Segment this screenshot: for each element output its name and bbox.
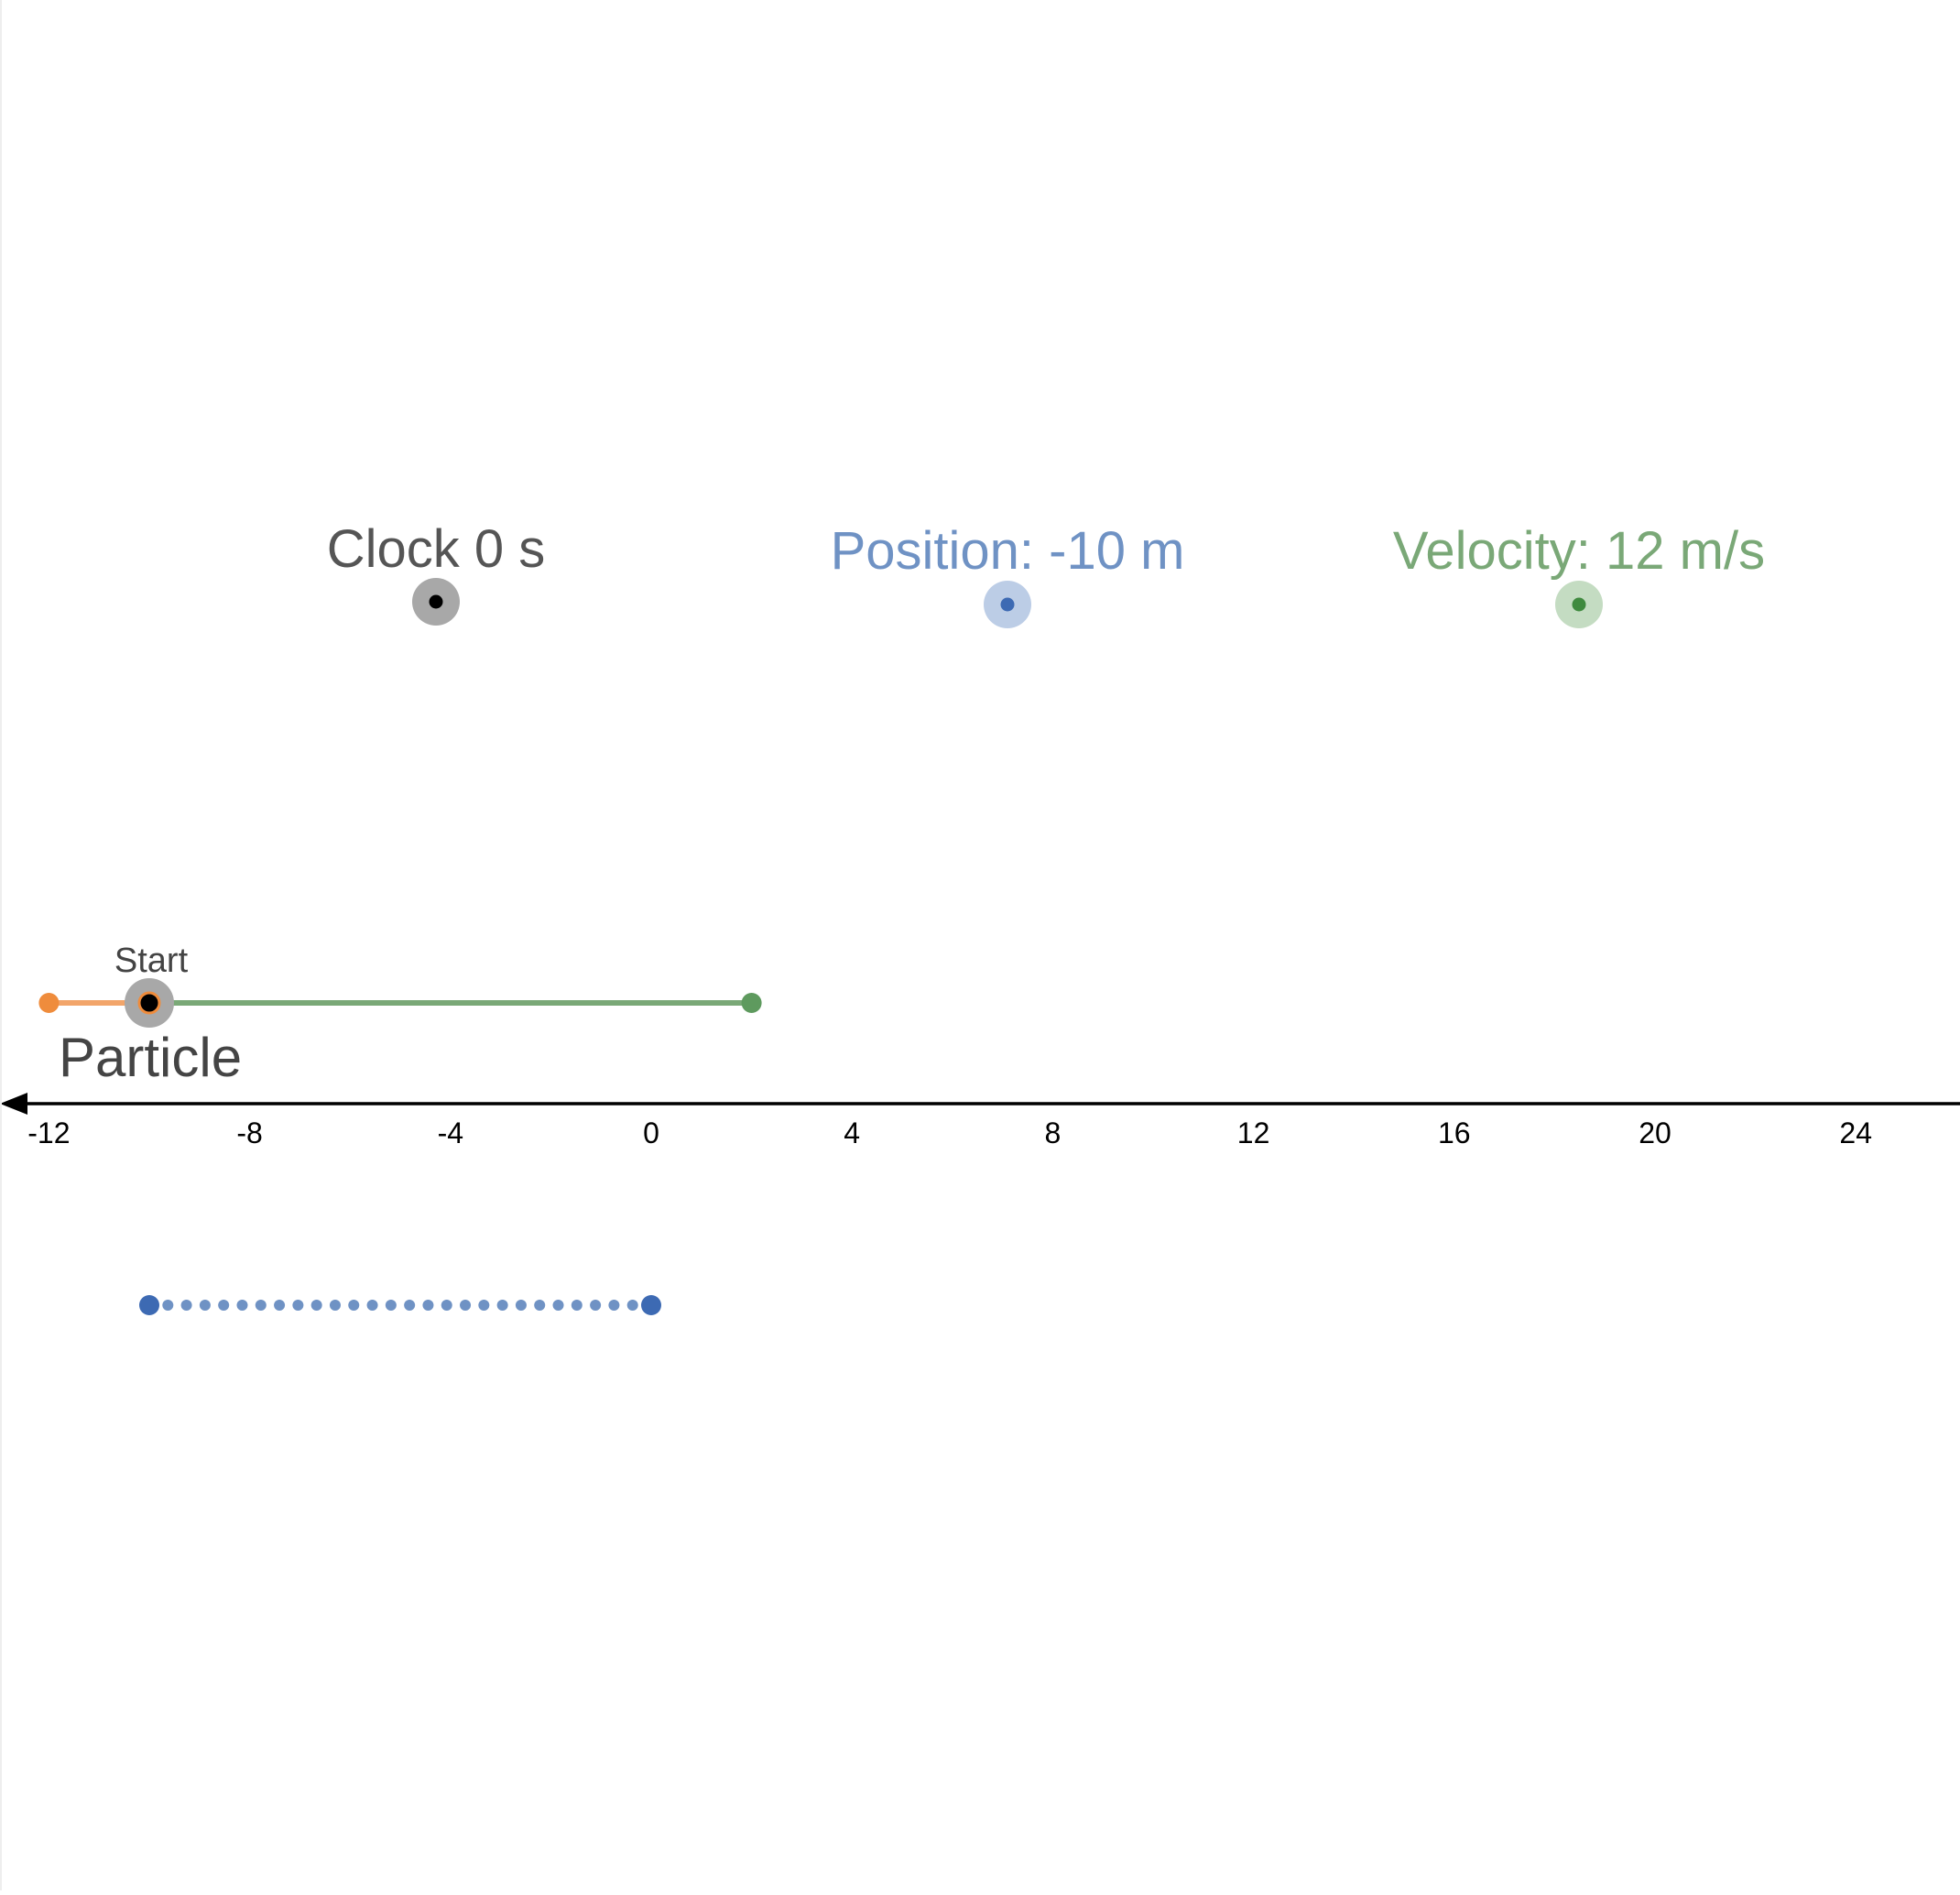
velocity-endpoint[interactable] bbox=[741, 993, 762, 1013]
trail-dot bbox=[180, 1300, 192, 1311]
number-line: -12 -8 -4 0 4 8 12 16 20 24 bbox=[0, 1093, 1960, 1149]
particle-row: Start Particle bbox=[38, 939, 762, 1091]
trail-dot bbox=[422, 1300, 434, 1311]
trail-dot bbox=[385, 1300, 397, 1311]
trail-dot bbox=[571, 1300, 583, 1311]
trail-endpoint[interactable] bbox=[641, 1295, 661, 1315]
trail-dot bbox=[496, 1300, 508, 1311]
axis-tick-label: -8 bbox=[236, 1116, 262, 1149]
trail-dot bbox=[274, 1300, 286, 1311]
trail-dot bbox=[162, 1300, 174, 1311]
trail-dot bbox=[255, 1300, 267, 1311]
position-label: Position: -10 m bbox=[831, 521, 1185, 581]
trail-dot bbox=[590, 1300, 602, 1311]
axis-tick-label: -12 bbox=[27, 1116, 70, 1149]
trail-dot bbox=[236, 1300, 248, 1311]
axis-tick-label: 12 bbox=[1237, 1116, 1270, 1149]
particle-label: Particle bbox=[59, 1027, 242, 1088]
start-handle-ring[interactable] bbox=[137, 991, 161, 1015]
trail-dot bbox=[404, 1300, 416, 1311]
trail-dot bbox=[348, 1300, 360, 1311]
axis-tick-label: 20 bbox=[1639, 1116, 1671, 1149]
axis-tick-label: 4 bbox=[844, 1116, 860, 1149]
velocity-readout[interactable]: Velocity: 12 m/s bbox=[1390, 518, 1768, 628]
position-handle-dot[interactable] bbox=[1000, 597, 1015, 612]
trail-dot bbox=[329, 1300, 341, 1311]
trail-dot bbox=[366, 1300, 378, 1311]
trail-dot bbox=[478, 1300, 490, 1311]
trail-dot bbox=[310, 1300, 322, 1311]
axis-tick-labels: -12 -8 -4 0 4 8 12 16 20 24 bbox=[27, 1116, 1872, 1149]
trail-dot bbox=[441, 1300, 452, 1311]
clock-handle-dot[interactable] bbox=[429, 594, 443, 609]
trail-dot bbox=[460, 1300, 472, 1311]
trail-endpoint[interactable] bbox=[139, 1295, 159, 1315]
velocity-handle-dot[interactable] bbox=[1572, 597, 1586, 612]
position-trail bbox=[139, 1295, 661, 1315]
velocity-label: Velocity: 12 m/s bbox=[1393, 521, 1765, 581]
trail-dot bbox=[292, 1300, 304, 1311]
trail-dot bbox=[218, 1300, 230, 1311]
left-arrow-icon bbox=[0, 1093, 27, 1115]
start-label: Start bbox=[114, 942, 189, 980]
axis-tick-label: -4 bbox=[438, 1116, 463, 1149]
axis-tick-label: 0 bbox=[643, 1116, 659, 1149]
orange-endpoint[interactable] bbox=[38, 993, 60, 1013]
trail-dot bbox=[552, 1300, 564, 1311]
axis-tick-label: 8 bbox=[1045, 1116, 1062, 1149]
trail-dot bbox=[534, 1300, 546, 1311]
clock-label: Clock 0 s bbox=[327, 519, 546, 579]
trail-dot bbox=[626, 1300, 638, 1311]
canvas-left-border bbox=[0, 0, 2, 1890]
position-readout[interactable]: Position: -10 m bbox=[828, 518, 1187, 628]
trail-dot bbox=[199, 1300, 211, 1311]
axis-tick-label: 16 bbox=[1438, 1116, 1471, 1149]
trail-dot bbox=[608, 1300, 620, 1311]
axis-tick-label: 24 bbox=[1839, 1116, 1872, 1149]
trail-dot bbox=[515, 1300, 527, 1311]
clock-readout[interactable]: Clock 0 s bbox=[324, 517, 548, 626]
